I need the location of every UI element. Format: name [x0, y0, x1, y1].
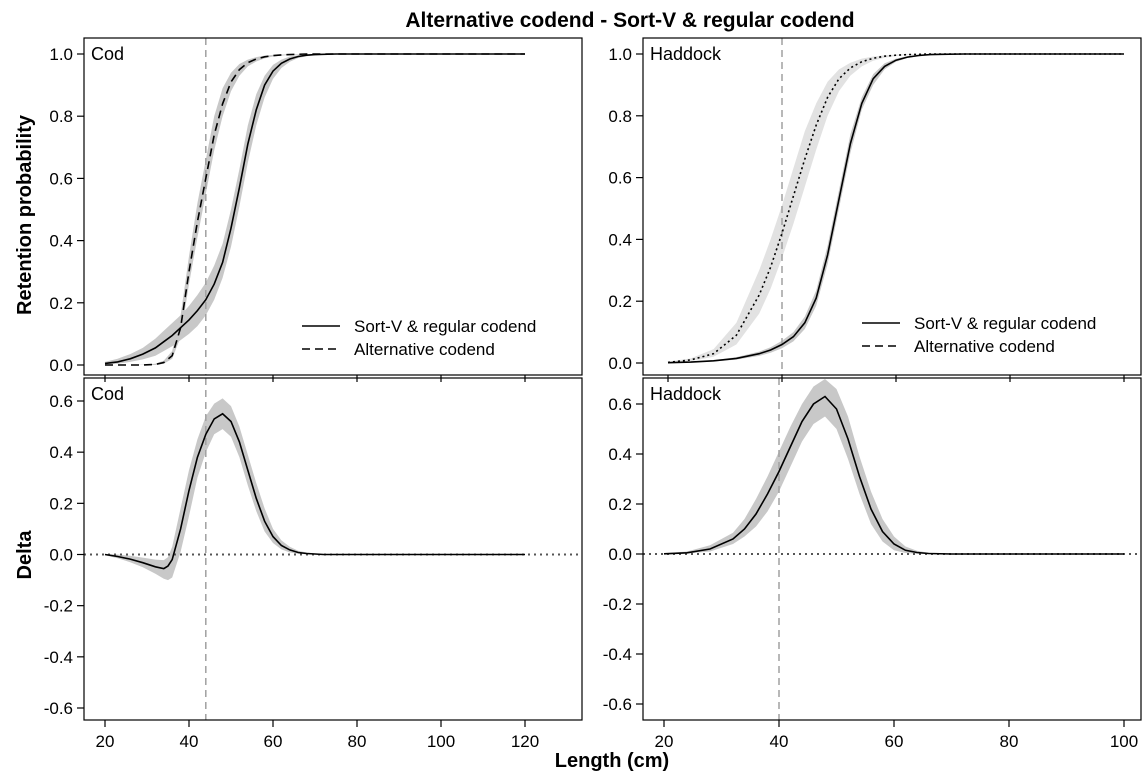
- x-tick-label: 20: [655, 732, 674, 751]
- y-tick-label: 1.0: [608, 45, 632, 64]
- x-axis-title: Length (cm): [555, 750, 669, 772]
- series-line-delta: [663, 395, 1124, 555]
- plot-frame: [642, 37, 1142, 376]
- panel-cod-delta: Cod -0.6 -0.4 -0.2 0.0 0.2 0.4 0.6 20 40 60 80 100 12…: [44, 377, 583, 751]
- y-tick-label: 0.0: [49, 546, 73, 565]
- y-tick-label: 0.6: [49, 169, 73, 188]
- series-line-delta: [104, 412, 525, 570]
- x-tick-label: 20: [96, 732, 115, 751]
- x-tick-label: 40: [180, 732, 199, 751]
- x-tick-label: 100: [427, 732, 455, 751]
- x-tick-label: 40: [770, 732, 789, 751]
- y-tick-label: -0.2: [44, 597, 73, 616]
- y-tick-label: -0.4: [44, 648, 73, 667]
- y-tick-label: 0.2: [608, 495, 632, 514]
- y-tick-label: 0.2: [49, 294, 73, 313]
- series-line-alternative: [667, 53, 1124, 364]
- legend-label: Alternative codend: [914, 337, 1055, 356]
- plot-frame: [642, 377, 1142, 721]
- y-tick-label: 1.0: [49, 45, 73, 64]
- plot-area: [667, 38, 1124, 375]
- y-tick-label: 0.6: [608, 395, 632, 414]
- y-tick-label: -0.6: [603, 695, 632, 714]
- legend: Sort-V & regular codend Alternative coden…: [862, 314, 1096, 356]
- y-axis-title-delta: Delta: [14, 530, 36, 580]
- plot-area: [104, 38, 525, 375]
- y-tick-label: -0.2: [603, 595, 632, 614]
- confidence-band-sortv: [105, 54, 525, 365]
- y-tick-label: 0.6: [608, 169, 632, 188]
- x-tick-label: 120: [511, 732, 539, 751]
- y-tick-label: 0.0: [608, 545, 632, 564]
- legend-label: Alternative codend: [354, 340, 495, 359]
- panel-label: Cod: [91, 44, 124, 64]
- y-tick-label: 0.8: [49, 107, 73, 126]
- plot-frame: [83, 37, 583, 376]
- y-tick-label: 0.0: [608, 354, 632, 373]
- y-tick-label: -0.4: [603, 645, 632, 664]
- plot-frame: [83, 377, 583, 721]
- y-tick-label: 0.4: [608, 445, 632, 464]
- panel-cod-retention: Cod 0.0 0.2 0.4 0.6 0.8 1.0 Sort-V & regular co…: [49, 37, 583, 382]
- y-tick-label: 0.2: [608, 292, 632, 311]
- y-tick-label: 0.4: [49, 443, 73, 462]
- confidence-band-delta: [664, 379, 1124, 554]
- y-tick-label: 0.0: [49, 356, 73, 375]
- x-tick-label: 100: [1110, 732, 1138, 751]
- x-tick-label: 60: [264, 732, 283, 751]
- y-tick-label: 0.4: [49, 232, 73, 251]
- x-tick-label: 80: [348, 732, 367, 751]
- y-tick-label: 0.2: [49, 494, 73, 513]
- panels: Cod 0.0 0.2 0.4 0.6 0.8 1.0 Sort-V & regular co…: [44, 37, 1142, 751]
- y-tick-label: 0.6: [49, 392, 73, 411]
- panel-label: Haddock: [650, 384, 722, 404]
- series-line-alternative: [105, 53, 525, 366]
- legend: Sort-V & regular codend Alternative coden…: [302, 317, 536, 359]
- legend-label: Sort-V & regular codend: [354, 317, 536, 336]
- panel-label: Haddock: [650, 44, 722, 64]
- y-tick-label: 0.4: [608, 230, 632, 249]
- confidence-band-delta: [105, 398, 525, 581]
- y-tick-label: 0.8: [608, 107, 632, 126]
- x-tick-label: 80: [1000, 732, 1019, 751]
- plot-area: [643, 378, 1141, 720]
- y-tick-label: -0.6: [44, 699, 73, 718]
- plot-area: [84, 378, 582, 720]
- panel-label: Cod: [91, 384, 124, 404]
- panel-haddock-delta: Haddock -0.6 -0.4 -0.2 0.0 0.2 0.4 0.6 20 40 60 80 1…: [603, 377, 1142, 751]
- panel-haddock-retention: Haddock 0.0 0.2 0.4 0.6 0.8 1.0 Sort-V & regula…: [608, 37, 1142, 382]
- x-tick-label: 60: [885, 732, 904, 751]
- y-axis-title-retention: Retention probability: [14, 114, 36, 315]
- legend-label: Sort-V & regular codend: [914, 314, 1096, 333]
- chart-title: Alternative codend - Sort-V & regular co…: [405, 9, 854, 32]
